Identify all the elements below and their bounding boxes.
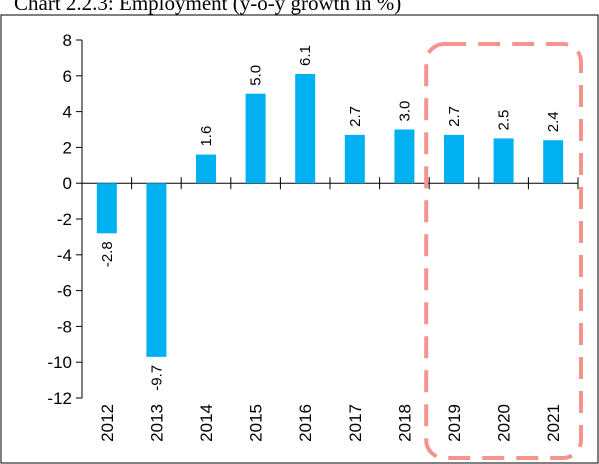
bar-2014 (196, 154, 216, 184)
y-tick-label: 2 (63, 138, 72, 157)
y-tick-label: -12 (47, 389, 72, 408)
y-tick-label: -4 (57, 246, 72, 265)
category-label-2015: 2015 (247, 404, 266, 442)
y-tick-label: 4 (63, 103, 72, 122)
data-label-2021: 2.4 (545, 111, 562, 132)
y-tick-label: -6 (57, 282, 72, 301)
bar-2016 (295, 74, 316, 184)
category-label-2013: 2013 (147, 404, 166, 442)
y-tick-label: 8 (63, 31, 72, 50)
y-tick-label: -8 (57, 317, 72, 336)
category-label-2017: 2017 (346, 404, 365, 442)
bar-2018 (394, 129, 415, 184)
category-label-2020: 2020 (495, 404, 514, 442)
bar-2019 (444, 134, 464, 184)
data-label-2016: 6.1 (297, 45, 314, 66)
bar-2013 (146, 183, 167, 357)
category-label-2012: 2012 (98, 404, 117, 442)
category-label-2014: 2014 (197, 404, 216, 442)
y-tick-label: -2 (57, 210, 72, 229)
y-tick-label: 6 (63, 67, 72, 86)
chart-title: Chart 2.2.3: Employment (y-o-y growth in… (14, 0, 401, 15)
category-label-2021: 2021 (544, 404, 563, 442)
y-tick-label: -10 (47, 353, 72, 372)
data-label-2015: 5.0 (248, 65, 265, 86)
bar-2012 (96, 183, 117, 234)
bar-2020 (493, 138, 514, 184)
category-label-2016: 2016 (296, 404, 315, 442)
data-label-2020: 2.5 (496, 110, 513, 131)
plot-area: 8 6 4 2 0 -2 -4 -6 -8 -10 -12 -2.8 2012 -9.7 2013 1.6 20… (47, 31, 584, 460)
chart-frame (0, 14, 599, 464)
category-label-2018: 2018 (395, 404, 414, 442)
y-tick-label: 0 (63, 174, 72, 193)
bar-2021 (543, 140, 564, 184)
data-label-2014: 1.6 (198, 126, 215, 147)
data-label-2019: 2.7 (446, 106, 463, 127)
data-label-2018: 3.0 (396, 101, 413, 122)
data-label-2013: -9.7 (148, 365, 165, 391)
bar-2017 (344, 134, 365, 184)
category-label-2019: 2019 (445, 404, 464, 442)
data-label-2012: -2.8 (99, 241, 116, 267)
highlight-box (424, 42, 584, 460)
bar-2015 (245, 93, 266, 184)
data-label-2017: 2.7 (347, 106, 364, 127)
